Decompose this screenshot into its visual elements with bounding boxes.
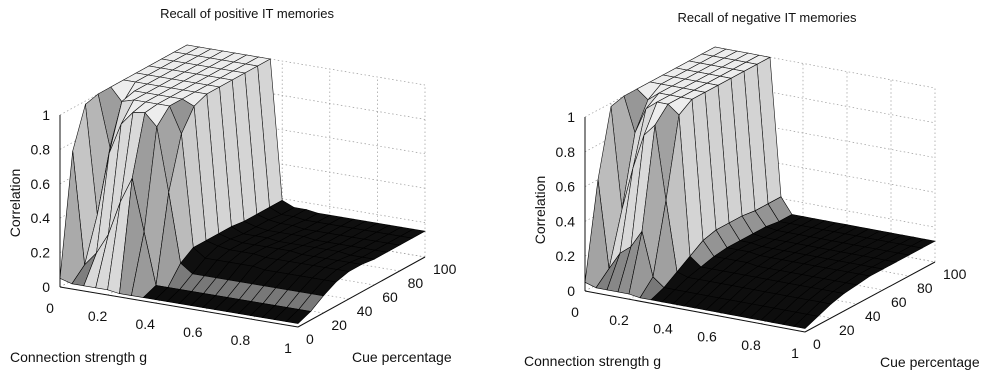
z-tick-label: 0.6: [556, 179, 576, 195]
z-tick-label: 0.8: [31, 141, 51, 157]
x-tick-label: 0.8: [741, 337, 761, 353]
y-tick-label: 0: [306, 331, 314, 347]
axis-line: [584, 290, 806, 333]
axis-line: [59, 286, 299, 328]
surface: [59, 44, 426, 324]
x-tick-label: 0.6: [183, 324, 203, 340]
z-tick-label: 0.4: [556, 213, 576, 229]
chart-1: 00.20.40.60.810 0.2 0.4 0.6 0.8 1020406080100…: [7, 6, 457, 365]
chart-2: 00.20.40.60.8100.20.40.60.81020406080100…: [524, 10, 980, 370]
x-tick-label: 1: [284, 340, 292, 356]
chart-title: Recall of negative IT memories: [678, 10, 857, 25]
surface-patch: [793, 313, 819, 329]
z-tick-label: 0.2: [31, 245, 51, 261]
z-tick-label: 0: [567, 283, 575, 299]
y-axis-label: Cue percentage: [880, 354, 980, 370]
z-tick-label: 0.8: [556, 144, 576, 160]
x-tick-label: 0.8: [231, 332, 251, 348]
y-tick-label: 80: [917, 280, 933, 296]
axis-line: [804, 261, 936, 333]
y-tick-label: 20: [331, 317, 347, 333]
x-tick-label: 0.2: [609, 312, 629, 328]
z-tick-label: 1: [567, 109, 575, 125]
y-tick-label: 40: [357, 303, 373, 319]
z-tick-label: 0.4: [31, 210, 51, 226]
z-tick-label: 0.2: [556, 248, 576, 264]
y-tick-label: 100: [433, 261, 457, 277]
x-tick-label: 0.4: [653, 320, 673, 336]
y-tick-label: 40: [865, 308, 881, 324]
axis-line: [297, 256, 426, 328]
y-tick-label: 60: [382, 289, 398, 305]
z-tick-label: 1: [42, 107, 50, 123]
x-axis-label: Connection strength g: [10, 349, 147, 365]
z-tick-label: 0: [42, 279, 50, 295]
x-tick-label: 0.4: [135, 316, 155, 332]
x-tick-label: 1: [791, 345, 799, 361]
y-tick-label: 60: [891, 294, 907, 310]
surface: [584, 46, 936, 329]
y-tick-label: 0: [813, 336, 821, 352]
y-tick-label: 100: [943, 266, 967, 282]
z-axis-label: Correlation: [7, 169, 23, 237]
chart-title: Recall of positive IT memories: [160, 6, 334, 21]
x-tick-label: 0: [571, 304, 579, 320]
z-axis-label: Correlation: [532, 176, 548, 244]
x-tick-label: 0.6: [697, 329, 717, 345]
z-tick-label: 0.6: [31, 176, 51, 192]
y-axis-label: Cue percentage: [352, 349, 452, 365]
surface-patch: [285, 309, 312, 324]
grid-line: [584, 46, 716, 118]
y-tick-label: 20: [839, 322, 855, 338]
y-tick-label: 80: [408, 275, 424, 291]
x-tick-label: 0: [46, 300, 54, 316]
x-tick-label: 0.2: [88, 308, 108, 324]
x-axis-label: Connection strength g: [524, 353, 661, 369]
